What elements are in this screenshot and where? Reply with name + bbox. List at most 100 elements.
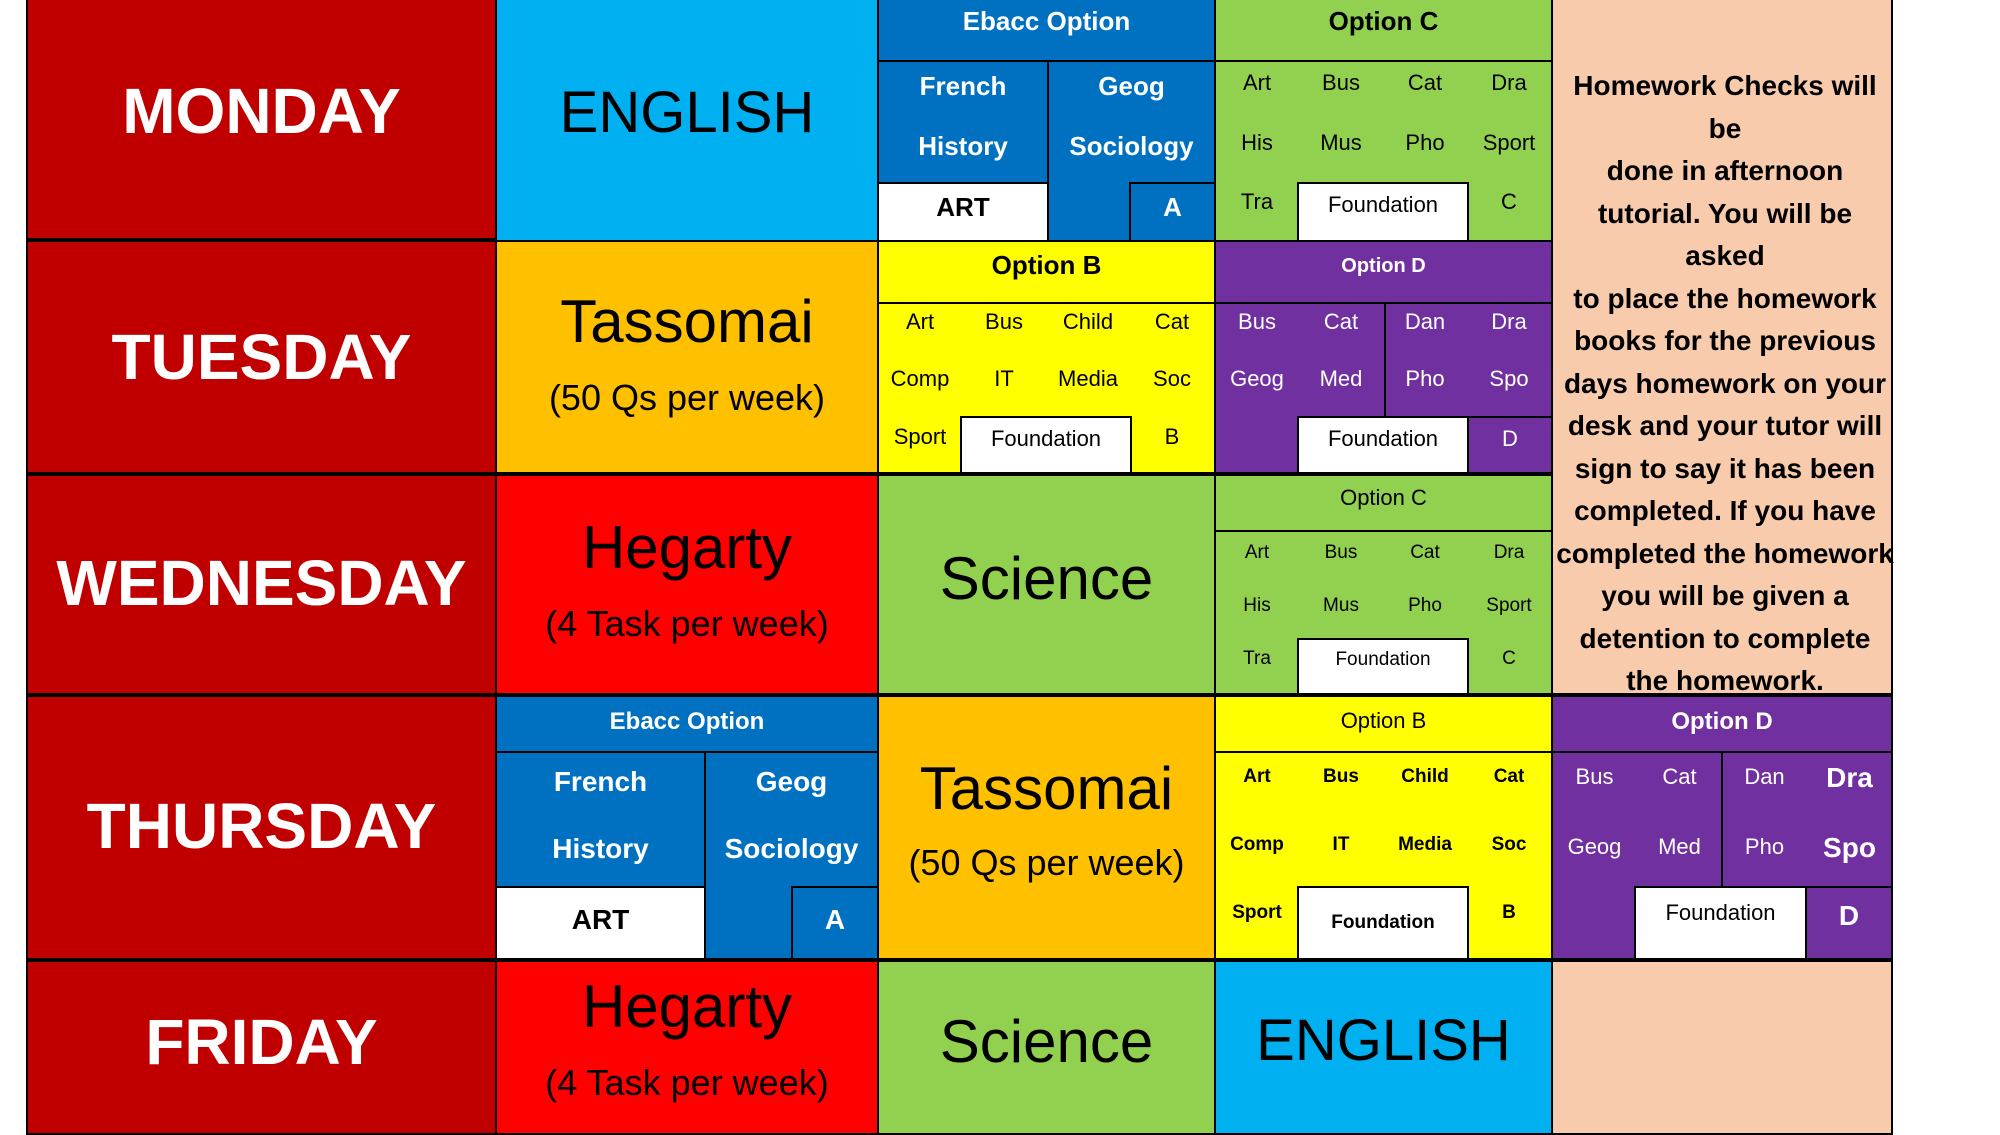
day-label: THURSDAY bbox=[86, 790, 437, 862]
subject-title: Tassomai bbox=[919, 755, 1174, 822]
ebacc-title-cell: Ebacc Option bbox=[495, 695, 879, 753]
note-line: sign to say it has been bbox=[1574, 452, 1876, 484]
ebacc-letter: A bbox=[824, 904, 846, 935]
note-line: detention to complete bbox=[1579, 622, 1871, 654]
ebacc-letter-cell: A bbox=[791, 886, 879, 960]
option-b-foundation: Foundation bbox=[990, 426, 1102, 451]
subject-subtitle: (50 Qs per week) bbox=[908, 842, 1185, 883]
option-d-dan: Dan bbox=[1404, 309, 1446, 334]
ebacc-french: French bbox=[919, 71, 1007, 101]
option-d-letter: D bbox=[1502, 426, 1518, 451]
ebacc-history: History bbox=[552, 833, 649, 864]
option-b-comp: Comp bbox=[890, 366, 950, 391]
option-c-title-cell: Option C bbox=[1214, 474, 1553, 532]
ebacc-letter: A bbox=[1163, 192, 1182, 222]
option-c-mus: Mus bbox=[1323, 595, 1359, 616]
day-cell-thursday: THURSDAY bbox=[26, 695, 497, 960]
note-line: completed. If you have bbox=[1574, 495, 1876, 526]
option-b-child: Child bbox=[1401, 766, 1449, 787]
option-d-letter-cell: D bbox=[1467, 416, 1553, 474]
option-c-letter: C bbox=[1501, 189, 1517, 214]
option-b-foundation-cell: Foundation bbox=[1297, 886, 1469, 960]
option-c-art: Art bbox=[1244, 542, 1270, 563]
option-b-foundation-cell: Foundation bbox=[960, 416, 1132, 474]
option-d-geog: Geog bbox=[1230, 366, 1284, 391]
friday-science: Science bbox=[877, 960, 1216, 1135]
option-c-pho: Pho bbox=[1405, 130, 1445, 155]
option-d-dra: Dra bbox=[1826, 762, 1873, 793]
option-c-his: His bbox=[1243, 595, 1271, 616]
tuesday-tassomai: Tassomai (50 Qs per week) bbox=[495, 240, 879, 474]
subject-title: Hegarty bbox=[581, 973, 793, 1040]
option-b-cat: Cat bbox=[1154, 309, 1190, 334]
option-b-soc: Soc bbox=[1491, 834, 1527, 855]
option-b-sport: Sport bbox=[1232, 902, 1282, 923]
option-d-foundation: Foundation bbox=[1327, 426, 1439, 451]
option-b-soc: Soc bbox=[1153, 366, 1191, 391]
note-line: the homework. bbox=[1626, 665, 1824, 696]
subject-title: Tassomai bbox=[560, 288, 814, 355]
option-c-foundation-cell: Foundation bbox=[1297, 638, 1469, 695]
option-d-spo: Spo bbox=[1489, 366, 1529, 391]
option-c-bus: Bus bbox=[1324, 542, 1358, 563]
option-b-comp: Comp bbox=[1230, 834, 1284, 855]
option-c-tra: Tra bbox=[1243, 648, 1271, 669]
option-d-letter: D bbox=[1838, 900, 1860, 931]
day-label: WEDNESDAY bbox=[56, 547, 467, 619]
note-line: days homework on your bbox=[1563, 367, 1887, 399]
option-b-it: IT bbox=[994, 366, 1014, 391]
homework-note: Homework Checks will be done in afternoo… bbox=[1555, 65, 1895, 703]
option-b-letter: B bbox=[1502, 902, 1516, 923]
option-c-foundation: Foundation bbox=[1327, 192, 1439, 217]
ebacc-art: ART bbox=[936, 192, 990, 222]
option-c-foundation: Foundation bbox=[1335, 649, 1431, 670]
day-cell-friday: FRIDAY bbox=[26, 960, 497, 1135]
option-d-right-grid bbox=[1721, 751, 1893, 888]
option-c-mus: Mus bbox=[1320, 130, 1362, 155]
ebacc-title-cell: Ebacc Option bbox=[877, 0, 1216, 62]
option-c-pho: Pho bbox=[1408, 595, 1442, 616]
option-b-bus: Bus bbox=[985, 309, 1023, 334]
ebacc-art: ART bbox=[571, 904, 630, 935]
option-d-right-grid bbox=[1384, 302, 1553, 422]
day-cell-monday: MONDAY bbox=[26, 0, 497, 240]
option-c-foundation-cell: Foundation bbox=[1297, 182, 1469, 242]
option-c-sport: Sport bbox=[1486, 595, 1532, 616]
option-c-title: Option C bbox=[1328, 6, 1439, 36]
option-c-dra: Dra bbox=[1491, 70, 1527, 95]
day-label: TUESDAY bbox=[111, 321, 412, 393]
ebacc-geog: Geog bbox=[1098, 71, 1165, 101]
option-b-foundation: Foundation bbox=[1331, 912, 1435, 933]
ebacc-title: Ebacc Option bbox=[962, 6, 1131, 36]
option-d-bus: Bus bbox=[1238, 309, 1276, 334]
wednesday-science: Science bbox=[877, 474, 1216, 695]
ebacc-sociology: Sociology bbox=[1069, 131, 1194, 161]
note-line: completed the homework bbox=[1556, 537, 1894, 569]
friday-empty-cell bbox=[1551, 960, 1893, 1135]
option-c-art: Art bbox=[1242, 70, 1272, 95]
option-d-geog: Geog bbox=[1567, 834, 1622, 859]
option-b-media: Media bbox=[1058, 366, 1118, 391]
option-d-foundation: Foundation bbox=[1665, 900, 1776, 925]
option-b-media: Media bbox=[1398, 834, 1452, 855]
subject-title: Hegarty bbox=[581, 514, 793, 581]
option-d-dan: Dan bbox=[1744, 764, 1785, 789]
option-d-title: Option D bbox=[1671, 708, 1773, 735]
option-c-title: Option C bbox=[1340, 485, 1427, 510]
option-c-dra: Dra bbox=[1493, 542, 1525, 563]
friday-hegarty: Hegarty (4 Task per week) bbox=[495, 960, 879, 1135]
day-cell-wednesday: WEDNESDAY bbox=[26, 474, 497, 695]
ebacc-title: Ebacc Option bbox=[609, 708, 765, 735]
option-c-cat: Cat bbox=[1407, 70, 1443, 95]
day-label: MONDAY bbox=[122, 75, 401, 147]
subject-subtitle: (4 Task per week) bbox=[545, 1062, 829, 1103]
option-d-title-cell: Option D bbox=[1214, 240, 1553, 304]
note-line: tutorial. You will be asked bbox=[1597, 197, 1853, 272]
option-d-spo: Spo bbox=[1823, 832, 1876, 863]
option-b-title: Option B bbox=[991, 250, 1102, 280]
option-d-cat: Cat bbox=[1323, 309, 1359, 334]
note-line: done in afternoon bbox=[1606, 155, 1844, 186]
ebacc-art-cell: ART bbox=[495, 886, 706, 960]
monday-english: ENGLISH bbox=[495, 0, 879, 242]
subject-title: ENGLISH bbox=[559, 80, 815, 145]
